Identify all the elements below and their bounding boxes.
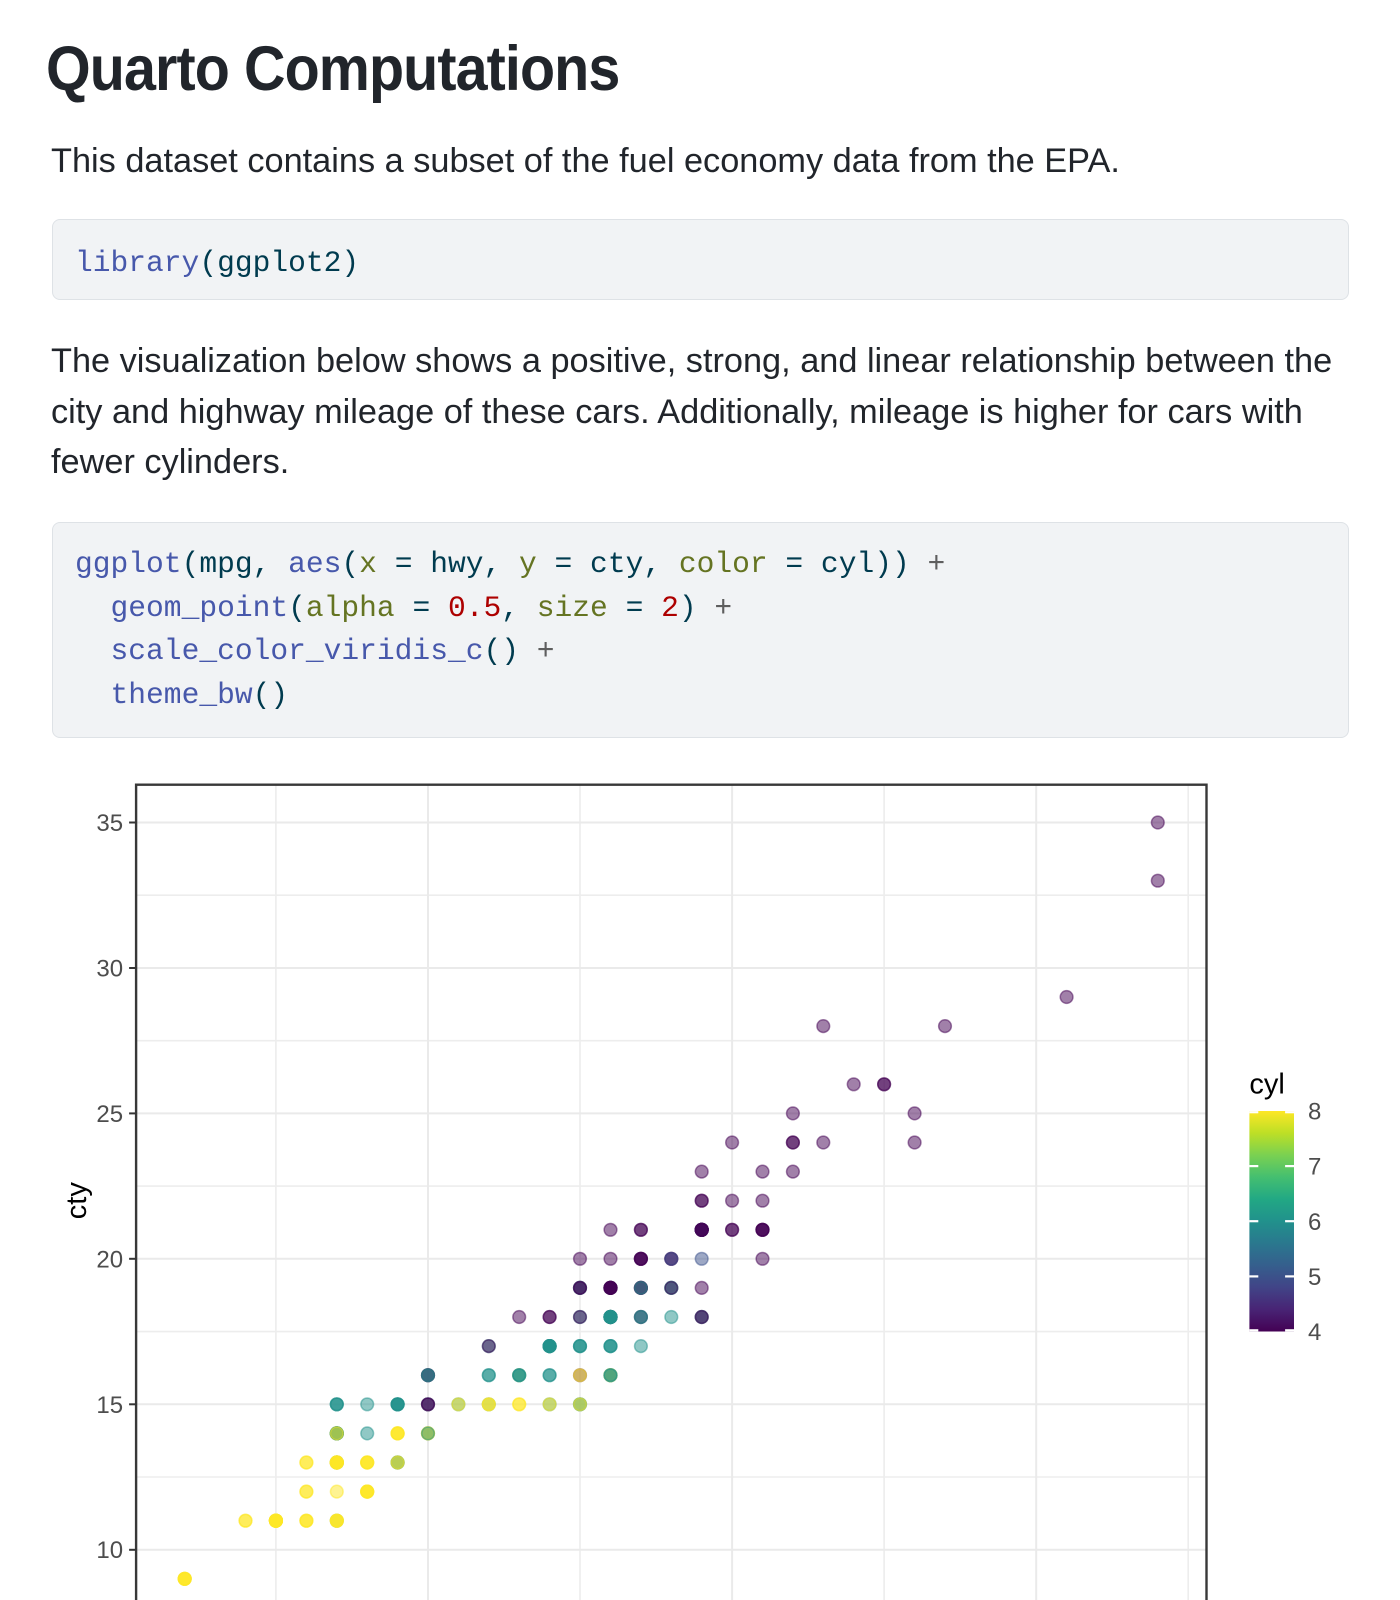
svg-text:15: 15: [96, 1392, 123, 1419]
svg-text:4: 4: [1308, 1319, 1321, 1346]
svg-text:8: 8: [1308, 1099, 1321, 1126]
svg-text:35: 35: [96, 810, 123, 837]
svg-text:7: 7: [1308, 1154, 1321, 1181]
svg-text:5: 5: [1308, 1264, 1321, 1291]
svg-text:10: 10: [96, 1537, 123, 1564]
svg-text:6: 6: [1308, 1209, 1321, 1236]
svg-text:cty: cty: [61, 1182, 93, 1220]
svg-text:20: 20: [96, 1246, 123, 1273]
svg-text:cyl: cyl: [1249, 1069, 1284, 1101]
svg-text:30: 30: [96, 956, 123, 983]
svg-text:25: 25: [96, 1101, 123, 1128]
